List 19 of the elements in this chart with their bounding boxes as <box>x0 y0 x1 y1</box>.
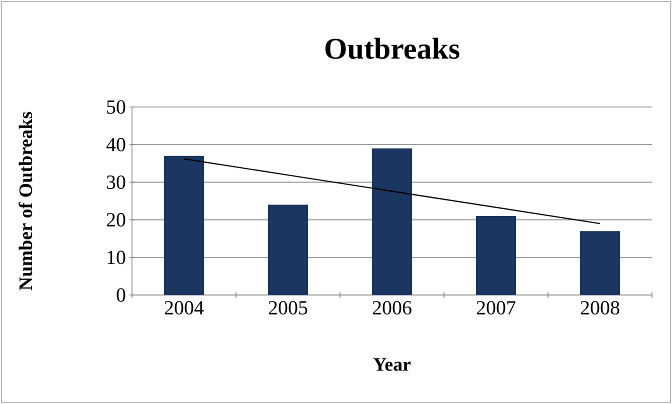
bar <box>580 231 620 295</box>
x-axis-title: Year <box>373 358 411 371</box>
y-tick-label: 0 <box>116 288 126 302</box>
y-tick-label: 50 <box>107 100 126 114</box>
x-tick-label: 2007 <box>476 301 516 315</box>
bar <box>372 148 412 295</box>
bar <box>268 204 308 295</box>
x-tick-label: 2004 <box>164 301 204 315</box>
y-axis-title: Number of Outbreaks <box>18 112 32 290</box>
x-tick-label: 2006 <box>372 301 412 315</box>
x-tick-label: 2008 <box>580 301 620 315</box>
y-tick-label: 40 <box>106 138 126 152</box>
y-tick-label: 10 <box>108 250 126 264</box>
bar <box>164 156 204 295</box>
bar <box>476 216 516 295</box>
chart-title: Outbreaks <box>325 38 460 59</box>
y-tick-label: 20 <box>106 213 126 227</box>
x-tick-label: 2005 <box>268 301 308 315</box>
y-tick-label: 30 <box>106 175 126 189</box>
